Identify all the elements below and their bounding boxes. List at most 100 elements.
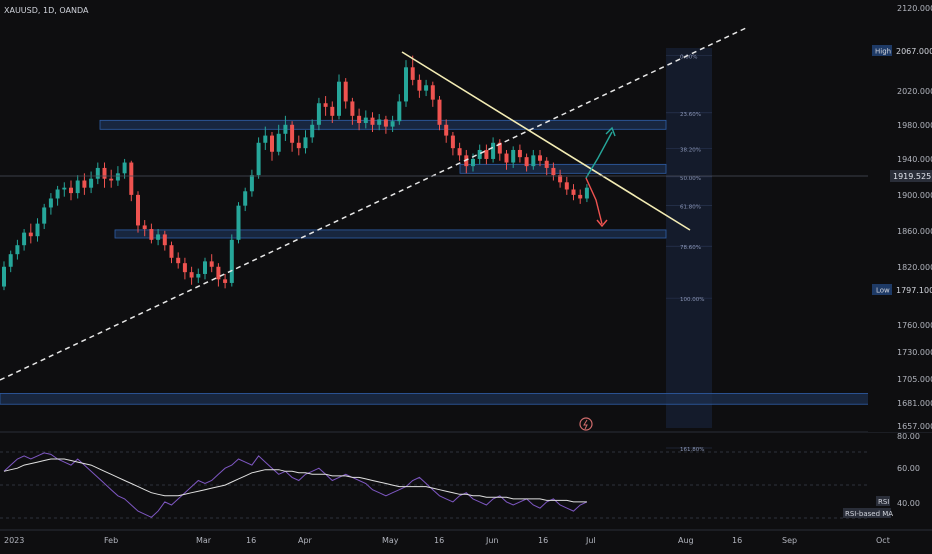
- candle-body[interactable]: [115, 173, 120, 181]
- candle-body[interactable]: [156, 234, 161, 240]
- support-resistance-zone[interactable]: [459, 163, 667, 174]
- candle-body[interactable]: [363, 117, 368, 124]
- candle-body[interactable]: [303, 137, 308, 149]
- candle-body[interactable]: [397, 101, 402, 122]
- support-resistance-zone[interactable]: [99, 119, 667, 130]
- candle-body[interactable]: [410, 67, 415, 80]
- candle-body[interactable]: [551, 167, 556, 176]
- rsi-axis[interactable]: 80.00 60.00 40.00 RSI RSI-based MA: [843, 432, 920, 518]
- candle-body[interactable]: [497, 142, 502, 154]
- current-price-tag[interactable]: 1919.525: [890, 170, 932, 182]
- time-axis[interactable]: 2023 Feb Mar 16 Apr May 16 Jun 16 Jul Aug 16 Sep Oct: [4, 536, 890, 545]
- candle-body[interactable]: [424, 85, 429, 91]
- candle-body[interactable]: [169, 245, 174, 258]
- ascending-dashed-trendline[interactable]: [0, 27, 747, 381]
- candle-body[interactable]: [437, 99, 442, 125]
- candle-body[interactable]: [430, 85, 435, 100]
- candle-body[interactable]: [122, 162, 127, 174]
- candle-body[interactable]: [182, 263, 187, 273]
- candle-body[interactable]: [296, 142, 301, 149]
- candle-body[interactable]: [290, 124, 295, 143]
- candle-body[interactable]: [383, 119, 388, 127]
- candle-body[interactable]: [42, 207, 47, 224]
- candle-body[interactable]: [223, 279, 228, 283]
- candle-body[interactable]: [471, 158, 475, 167]
- candle-body[interactable]: [209, 261, 214, 267]
- candle-body[interactable]: [377, 119, 382, 125]
- rsi-panel[interactable]: [0, 451, 868, 519]
- candle-body[interactable]: [8, 254, 13, 267]
- candle-body[interactable]: [564, 182, 569, 190]
- candle-body[interactable]: [343, 81, 348, 102]
- candle-body[interactable]: [102, 167, 107, 179]
- candle-body[interactable]: [229, 239, 234, 283]
- support-resistance-zone[interactable]: [0, 393, 923, 405]
- candle-body[interactable]: [55, 189, 60, 199]
- candle-body[interactable]: [544, 160, 549, 168]
- candle-body[interactable]: [323, 103, 328, 107]
- candle-body[interactable]: [511, 149, 516, 163]
- candle-body[interactable]: [48, 198, 53, 208]
- candle-body[interactable]: [149, 229, 154, 240]
- candle-body[interactable]: [109, 178, 114, 181]
- candle-body[interactable]: [330, 106, 335, 116]
- candle-body[interactable]: [357, 115, 362, 124]
- candle-body[interactable]: [2, 266, 6, 287]
- candle-body[interactable]: [390, 121, 395, 127]
- candle-body[interactable]: [129, 162, 134, 195]
- candle-body[interactable]: [316, 103, 321, 125]
- candle-body[interactable]: [350, 101, 355, 116]
- candle-body[interactable]: [256, 142, 261, 176]
- candle-body[interactable]: [28, 232, 33, 237]
- candle-body[interactable]: [142, 225, 147, 230]
- candle-body[interactable]: [270, 135, 274, 152]
- candle-body[interactable]: [176, 257, 181, 264]
- candle-body[interactable]: [89, 178, 94, 188]
- candle-body[interactable]: [95, 167, 100, 179]
- candle-body[interactable]: [417, 79, 422, 91]
- candle-body[interactable]: [484, 149, 489, 159]
- candle-body[interactable]: [243, 191, 248, 206]
- candle-body[interactable]: [531, 155, 536, 167]
- candle-body[interactable]: [69, 187, 73, 194]
- candle-body[interactable]: [584, 187, 589, 199]
- candle-body[interactable]: [578, 194, 583, 199]
- bullish-projection-arrow[interactable]: [585, 131, 613, 179]
- candle-body[interactable]: [82, 180, 87, 188]
- candle-body[interactable]: [189, 272, 194, 278]
- candle-body[interactable]: [203, 261, 207, 274]
- support-resistance-zone[interactable]: [114, 229, 667, 239]
- candle-body[interactable]: [75, 180, 80, 194]
- candle-body[interactable]: [491, 142, 496, 159]
- candle-body[interactable]: [457, 148, 462, 156]
- candle-body[interactable]: [263, 135, 268, 143]
- bearish-projection-arrow[interactable]: [585, 177, 603, 225]
- candle-body[interactable]: [450, 135, 455, 149]
- candle-body[interactable]: [276, 133, 281, 152]
- candle-body[interactable]: [370, 117, 375, 125]
- candle-body[interactable]: [216, 266, 221, 280]
- candle-body[interactable]: [504, 153, 509, 163]
- candle-body[interactable]: [558, 175, 563, 183]
- candle-body[interactable]: [283, 124, 288, 134]
- candle-body[interactable]: [517, 149, 522, 158]
- candle-body[interactable]: [444, 124, 449, 136]
- candle-body[interactable]: [524, 157, 529, 167]
- candles-layer[interactable]: [2, 55, 589, 291]
- candle-body[interactable]: [538, 155, 542, 161]
- candle-body[interactable]: [404, 67, 408, 102]
- candle-body[interactable]: [15, 245, 20, 255]
- candle-body[interactable]: [249, 175, 254, 192]
- descending-trendline[interactable]: [401, 51, 691, 231]
- candle-body[interactable]: [236, 205, 241, 240]
- candle-body[interactable]: [136, 194, 140, 226]
- candle-body[interactable]: [571, 189, 576, 195]
- candle-body[interactable]: [477, 149, 482, 159]
- candle-body[interactable]: [35, 223, 40, 237]
- symbol-title[interactable]: XAUUSD, 1D, OANDA: [4, 6, 89, 15]
- candle-body[interactable]: [337, 81, 341, 116]
- candle-body[interactable]: [196, 273, 201, 278]
- price-axis[interactable]: 2120.000 2020.000 1980.000 1940.000 1900.000…: [868, 0, 932, 432]
